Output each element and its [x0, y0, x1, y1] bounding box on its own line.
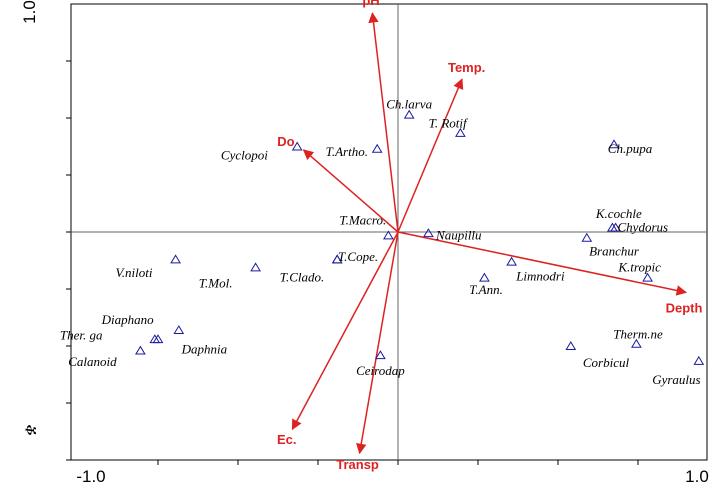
env-label: Transp — [336, 457, 379, 472]
species-label: Therm.ne — [613, 327, 663, 342]
x-tick-label-min: -1.0 — [76, 467, 105, 486]
species-point — [371, 143, 383, 153]
species-label: T.Artho. — [326, 144, 368, 159]
species-label: Gyraulus — [652, 372, 700, 387]
species-label: Ceirodap — [356, 363, 405, 378]
species-label: T.Clado. — [280, 270, 325, 285]
species-point — [479, 272, 490, 282]
env-label: Temp. — [448, 60, 485, 75]
species-point — [331, 254, 343, 264]
env-label: pH — [362, 0, 379, 8]
species-label: T.Mol. — [199, 275, 233, 290]
axis-ticks — [66, 60, 639, 465]
species-point — [455, 127, 466, 137]
species-point — [608, 139, 620, 149]
species-label: Ch.larva — [386, 96, 432, 111]
species-label: Daphnia — [181, 341, 228, 356]
species-label: Corbicul — [583, 355, 630, 370]
species-point — [610, 222, 621, 232]
env-arrow — [397, 78, 464, 233]
species-point — [135, 345, 146, 355]
env-arrow — [368, 12, 399, 233]
species-label: K.cochle — [595, 206, 642, 221]
species-point — [170, 254, 181, 264]
species-point — [383, 230, 394, 240]
species-point — [250, 262, 261, 272]
species-point — [375, 350, 386, 360]
species-point — [152, 334, 164, 344]
env-label: Ec. — [277, 432, 297, 447]
species-label: Cyclopoi — [221, 148, 268, 163]
species-label: T.Macro. — [339, 213, 386, 228]
species-point — [581, 232, 593, 242]
environment-vectors: pH Temp. Do Depth Ec. Transp — [277, 0, 702, 472]
species-point — [565, 341, 577, 350]
species-label: Ther. ga — [60, 328, 103, 343]
species-label: T.Ann. — [469, 282, 503, 297]
env-label: Do — [277, 134, 294, 149]
y-bottom-mark: ቋ — [20, 424, 39, 435]
species-point — [642, 272, 653, 282]
species-label: V.niloti — [116, 265, 153, 280]
species-point — [403, 109, 415, 119]
species-point — [149, 334, 161, 344]
env-arrow — [302, 149, 399, 233]
env-label: Depth — [666, 300, 703, 315]
species-point — [173, 325, 185, 335]
species-label: Naupillu — [435, 227, 482, 242]
species-point — [631, 338, 642, 348]
species-label: Branchur — [589, 243, 640, 258]
species-points: Ch.larva T. Rotif T.Artho. Cyclopoi Ch.pupa K… — [60, 96, 705, 387]
species-point — [506, 256, 517, 266]
species-point — [693, 355, 705, 365]
species-point — [291, 141, 303, 151]
env-arrow — [356, 231, 399, 455]
species-label: T. Rotif — [429, 116, 469, 131]
species-label: Ch.pupa — [608, 141, 653, 156]
species-point — [423, 228, 434, 238]
species-label: Diaphano — [101, 312, 155, 327]
species-label: T.Cope. — [338, 249, 378, 264]
species-point — [607, 222, 618, 232]
env-arrow — [291, 231, 399, 431]
species-label: Calanoid — [68, 354, 117, 369]
species-label: K.tropic — [617, 259, 661, 274]
x-tick-label-max: 1.0 — [685, 467, 709, 486]
env-arrow — [397, 231, 688, 296]
y-tick-label-max: 1.0 — [20, 0, 39, 24]
species-label: Limnodri — [515, 268, 565, 283]
species-label: Chydorus — [618, 219, 669, 234]
